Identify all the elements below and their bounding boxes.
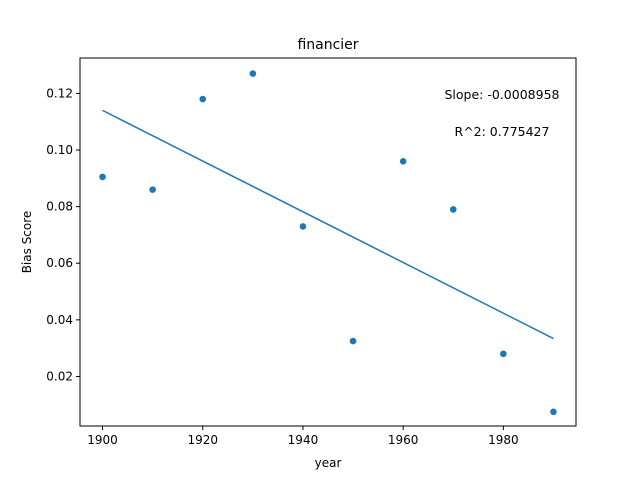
data-point — [449, 206, 457, 213]
data-point — [349, 337, 357, 345]
x-tick-label: 1940 — [288, 433, 319, 447]
x-tick-label: 1980 — [488, 433, 519, 447]
data-point — [500, 350, 507, 358]
y-tick-label: 0.10 — [46, 143, 73, 157]
data-point — [249, 70, 257, 77]
data-point — [149, 186, 156, 193]
data-point — [399, 158, 407, 165]
data-point — [99, 173, 106, 181]
x-axis-label: year — [315, 456, 342, 470]
x-tick-label: 1900 — [87, 433, 118, 447]
r2-annotation: R^2: 0.775427 — [455, 124, 550, 139]
x-tick-label: 1960 — [388, 433, 419, 447]
data-point — [299, 223, 307, 230]
slope-annotation: Slope: -0.0008958 — [445, 87, 560, 102]
trendline-group — [102, 109, 554, 340]
x-axis-ticks: 1900 1920 1940 1960 1980 — [87, 426, 519, 447]
trendline — [102, 109, 554, 340]
data-point — [550, 408, 557, 416]
plot-points — [99, 70, 557, 416]
y-tick-label: 0.02 — [46, 369, 73, 383]
y-tick-label: 0.08 — [46, 200, 73, 214]
plot-frame — [79, 57, 577, 427]
y-tick-label: 0.04 — [46, 313, 73, 327]
y-tick-label: 0.06 — [46, 256, 73, 270]
y-axis-label: Bias Score — [20, 211, 34, 274]
y-axis-ticks: 0.02 0.04 0.06 0.08 0.10 0.12 — [46, 86, 80, 383]
x-tick-label: 1920 — [187, 433, 218, 447]
data-point — [199, 95, 207, 103]
y-tick-label: 0.12 — [46, 86, 73, 100]
chart-title: financier — [297, 37, 358, 53]
